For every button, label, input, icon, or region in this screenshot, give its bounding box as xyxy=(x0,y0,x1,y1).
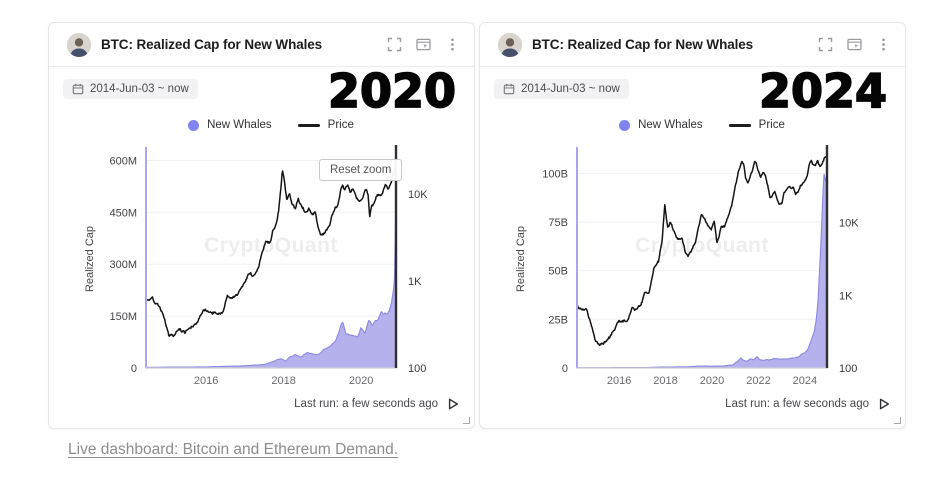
last-run-label: Last run: a few seconds ago xyxy=(725,398,869,410)
avatar[interactable] xyxy=(498,32,522,57)
card-header: BTC: Realized Cap for New Whales xyxy=(480,23,905,67)
avatar[interactable] xyxy=(67,32,91,57)
legend-item-new-whales[interactable]: New Whales xyxy=(619,119,703,131)
dashboard-link[interactable]: Live dashboard: Bitcoin and Ethereum Dem… xyxy=(68,441,399,458)
x-axis-tick: 2022 xyxy=(746,375,770,387)
left-axis-tick: 75B xyxy=(548,217,568,229)
x-axis-tick: 2024 xyxy=(793,375,817,387)
new-whales-dot-icon xyxy=(619,119,631,131)
last-run-status: Last run: a few seconds ago xyxy=(725,397,891,411)
y-axis-title: Realized Cap xyxy=(84,226,96,292)
header-actions xyxy=(818,37,891,52)
left-axis-tick: 25B xyxy=(548,314,568,326)
chart-legend: New Whales Price xyxy=(577,118,827,132)
legend-item-price[interactable]: Price xyxy=(728,119,785,131)
card-title: BTC: Realized Cap for New Whales xyxy=(101,37,323,52)
calendar-icon xyxy=(72,83,84,95)
price-line xyxy=(576,155,828,347)
x-axis-tick: 2018 xyxy=(271,375,295,387)
new-whales-area xyxy=(145,162,397,369)
right-axis-tick: 100 xyxy=(408,363,426,375)
date-range-badge[interactable]: 2014-Jun-03 ~ now xyxy=(63,79,198,99)
left-axis-tick: 0 xyxy=(131,363,137,375)
left-axis-tick: 300M xyxy=(109,259,137,271)
watermark: CryptoQuant xyxy=(635,234,769,257)
run-play-icon[interactable] xyxy=(877,397,891,411)
price-line-icon xyxy=(728,123,751,127)
year-overlay-label: 2024 xyxy=(758,64,888,118)
left-axis-tick: 0 xyxy=(562,363,568,375)
date-range-label: 2014-Jun-03 ~ now xyxy=(90,83,189,95)
date-range-badge[interactable]: 2014-Jun-03 ~ now xyxy=(494,79,629,99)
y-axis-title: Realized Cap xyxy=(515,226,527,292)
run-play-icon[interactable] xyxy=(446,397,460,411)
chart-legend: New Whales Price xyxy=(146,118,396,132)
last-run-label: Last run: a few seconds ago xyxy=(294,398,438,410)
right-axis-tick: 1K xyxy=(839,290,853,302)
left-axis-tick: 600M xyxy=(109,155,137,167)
left-axis-tick: 150M xyxy=(109,311,137,323)
legend-item-new-whales[interactable]: New Whales xyxy=(188,119,272,131)
capture-icon[interactable] xyxy=(847,37,862,52)
more-menu-icon[interactable] xyxy=(876,37,891,52)
left-axis-tick: 100B xyxy=(542,168,568,180)
date-range-label: 2014-Jun-03 ~ now xyxy=(521,83,620,95)
resize-handle[interactable] xyxy=(894,417,901,424)
left-axis-tick: 450M xyxy=(109,207,137,219)
calendar-icon xyxy=(503,83,515,95)
card-header: BTC: Realized Cap for New Whales xyxy=(49,23,474,67)
right-axis-tick: 1K xyxy=(408,276,422,288)
x-axis-tick: 2020 xyxy=(700,375,724,387)
more-menu-icon[interactable] xyxy=(445,37,460,52)
year-overlay-label: 2020 xyxy=(327,64,457,118)
left-axis-tick: 50B xyxy=(548,266,568,278)
avatar-image xyxy=(498,32,522,57)
capture-icon[interactable] xyxy=(416,37,431,52)
resize-handle[interactable] xyxy=(463,417,470,424)
chart-canvas[interactable]: CryptoQuant 600M 450M 300M 150M 0 10K 1K 100 2016… xyxy=(49,67,476,428)
last-run-status: Last run: a few seconds ago xyxy=(294,397,460,411)
x-axis-tick: 2016 xyxy=(607,375,631,387)
x-axis-tick: 2018 xyxy=(653,375,677,387)
x-axis-tick: 2016 xyxy=(194,375,218,387)
chart-card-2024: BTC: Realized Cap for New Whales xyxy=(479,22,906,429)
card-title: BTC: Realized Cap for New Whales xyxy=(532,37,754,52)
reset-zoom-button[interactable]: Reset zoom xyxy=(319,159,403,181)
right-axis-tick: 10K xyxy=(408,189,428,201)
watermark: CryptoQuant xyxy=(204,234,338,257)
fullscreen-icon[interactable] xyxy=(818,37,833,52)
x-axis-tick: 2020 xyxy=(349,375,373,387)
card-body: 2014-Jun-03 ~ now 2020 New Whales Price … xyxy=(49,67,474,428)
right-axis-tick: 100 xyxy=(839,363,857,375)
legend-item-price[interactable]: Price xyxy=(297,119,354,131)
right-axis-tick: 10K xyxy=(839,218,859,230)
header-actions xyxy=(387,37,460,52)
price-line xyxy=(145,153,397,338)
chart-card-2020: BTC: Realized Cap for New Whales xyxy=(48,22,475,429)
price-line-icon xyxy=(297,123,320,127)
new-whales-dot-icon xyxy=(188,119,200,131)
avatar-image xyxy=(67,32,91,57)
fullscreen-icon[interactable] xyxy=(387,37,402,52)
card-body: 2014-Jun-03 ~ now 2024 New Whales Price … xyxy=(480,67,905,428)
